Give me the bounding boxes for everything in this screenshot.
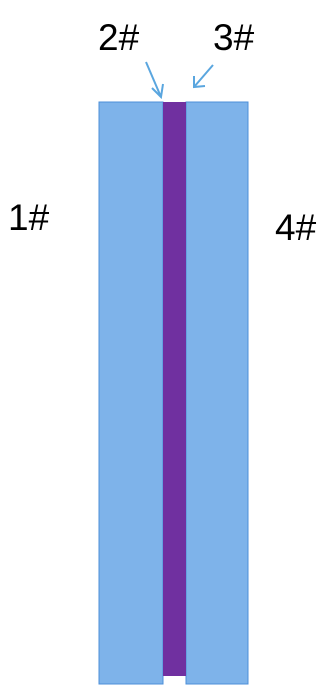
arrow-to-layer-3	[193, 64, 214, 89]
label-2: 2#	[98, 17, 140, 58]
label-1: 1#	[8, 197, 50, 238]
layer-core	[163, 102, 186, 676]
arrow-to-layer-2	[145, 61, 164, 100]
label-4: 4#	[275, 207, 317, 248]
layer-4	[185, 101, 249, 685]
label-3: 3#	[213, 17, 255, 58]
layer-1	[98, 101, 164, 685]
